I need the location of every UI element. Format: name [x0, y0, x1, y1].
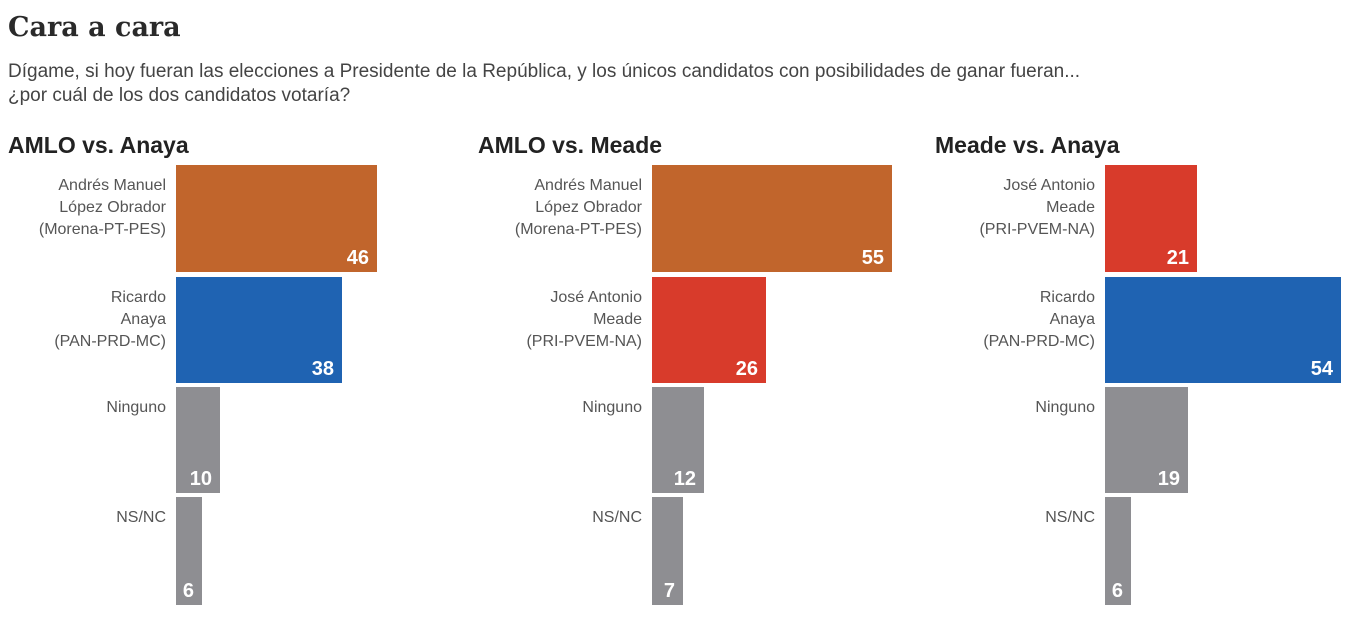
data-label: 46 [346, 247, 369, 269]
data-label: 21 [1166, 247, 1189, 269]
panel-3: Meade vs. Anaya 21 José Antonio Meade (PRI… [0, 130, 1367, 610]
data-label: 10 [189, 468, 212, 490]
bar: 19 [1105, 387, 1188, 493]
chart-subtitle: Dígame, si hoy fueran las elecciones a P… [8, 61, 1081, 106]
panel-2: AMLO vs. Meade 55 Andrés Manuel López Obra… [0, 130, 1367, 610]
category-label: NS/NC [592, 509, 642, 526]
bar: 6 [1105, 497, 1131, 605]
bar: 46 [176, 165, 377, 272]
category-label: José Antonio Meade (PRI-PVEM-NA) [526, 289, 642, 350]
data-label: 7 [663, 580, 675, 602]
chart-title: Cara a cara [8, 12, 181, 43]
bar: 38 [176, 277, 342, 383]
bar: 55 [652, 165, 892, 272]
panel-1: AMLO vs. Anaya 46 Andrés Manuel López Obra… [0, 130, 1367, 610]
category-label: NS/NC [1045, 509, 1095, 526]
data-label: 55 [861, 247, 884, 269]
category-label: Andrés Manuel López Obrador (Morena-PT-P… [38, 177, 166, 238]
data-label: 6 [1111, 580, 1123, 602]
bar: 54 [1105, 277, 1341, 383]
category-label: NS/NC [116, 509, 166, 526]
category-label: Ninguno [582, 399, 642, 416]
category-label: José Antonio Meade (PRI-PVEM-NA) [979, 177, 1095, 238]
bar: 12 [652, 387, 704, 493]
category-label: Ricardo Anaya (PAN-PRD-MC) [54, 289, 166, 350]
category-label: Ninguno [1035, 399, 1095, 416]
data-label: 19 [1157, 468, 1180, 490]
data-label: 26 [735, 358, 758, 380]
panel-title: AMLO vs. Meade [478, 132, 663, 158]
category-label: Ninguno [106, 399, 166, 416]
data-label: 12 [673, 468, 696, 490]
bar: 10 [176, 387, 220, 493]
bar: 26 [652, 277, 766, 383]
category-label: Andrés Manuel López Obrador (Morena-PT-P… [514, 177, 642, 238]
data-label: 38 [311, 358, 334, 380]
data-label: 54 [1310, 358, 1333, 380]
panel-title: Meade vs. Anaya [935, 132, 1120, 158]
bar: 7 [652, 497, 683, 605]
bar: 21 [1105, 165, 1197, 272]
data-label: 6 [182, 580, 194, 602]
category-label: Ricardo Anaya (PAN-PRD-MC) [983, 289, 1095, 350]
panel-title: AMLO vs. Anaya [8, 132, 189, 158]
bar: 6 [176, 497, 202, 605]
